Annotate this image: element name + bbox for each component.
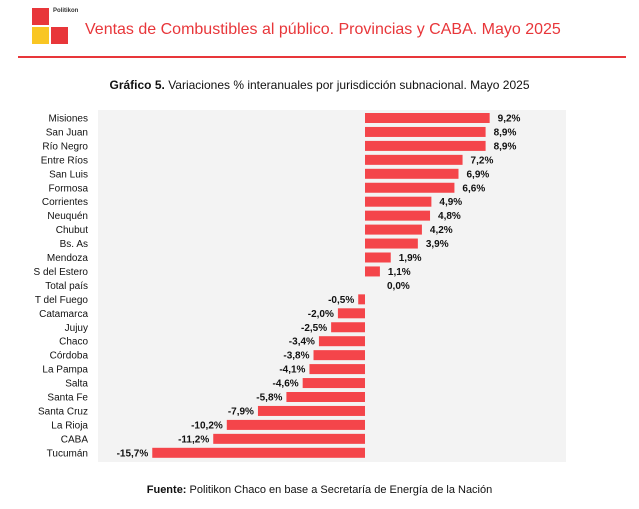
data-label: -5,8%	[256, 393, 282, 404]
data-label: -4,6%	[273, 379, 299, 390]
chart-title-prefix: Gráfico 5.	[109, 78, 165, 92]
category-label: Santa Cruz	[38, 406, 88, 417]
bar	[365, 113, 490, 123]
category-label: Formosa	[49, 183, 89, 194]
category-label: Neuquén	[47, 211, 88, 222]
data-label: 4,2%	[430, 225, 453, 236]
category-label: Chubut	[56, 225, 88, 236]
data-label: 4,9%	[439, 197, 462, 208]
chart-title: Gráfico 5. Variaciones % interanuales po…	[0, 78, 639, 92]
bar	[365, 140, 486, 151]
data-label: 0,0%	[387, 281, 410, 292]
plot-area	[98, 110, 566, 462]
politikon-logo	[32, 8, 72, 48]
logo-red-square-2	[51, 27, 68, 44]
category-label: Santa Fe	[47, 393, 88, 404]
data-label: -10,2%	[191, 420, 223, 431]
data-label: -7,9%	[228, 406, 254, 417]
data-label: 1,1%	[388, 267, 411, 278]
data-label: 1,9%	[399, 253, 422, 264]
bar	[226, 419, 365, 430]
data-label: -2,5%	[301, 323, 327, 334]
category-label: Total país	[45, 281, 88, 292]
bar	[309, 364, 365, 375]
category-label: San Luis	[49, 169, 88, 180]
logo-text: Politikon	[53, 8, 79, 14]
bar	[365, 126, 486, 137]
bar	[358, 294, 365, 305]
data-label: -3,8%	[283, 351, 309, 362]
source-note: Fuente: Politikon Chaco en base a Secret…	[0, 484, 639, 496]
data-label: 6,6%	[462, 183, 485, 194]
data-label: 3,9%	[426, 239, 449, 250]
bar	[286, 392, 365, 402]
category-label: La Pampa	[42, 365, 88, 376]
data-label: -0,5%	[328, 295, 354, 306]
logo-orange-square	[32, 27, 49, 44]
data-label: -2,0%	[308, 309, 334, 320]
category-label: La Rioja	[51, 420, 88, 431]
category-label: Córdoba	[50, 351, 89, 362]
data-label: 4,8%	[438, 211, 461, 222]
category-label: CABA	[61, 434, 89, 445]
bar	[365, 238, 418, 249]
category-label: Catamarca	[39, 309, 88, 320]
data-label: 8,9%	[494, 127, 517, 138]
data-label: 8,9%	[494, 141, 517, 152]
category-label: Tucumán	[47, 448, 88, 459]
category-label: Entre Ríos	[41, 155, 88, 166]
category-label: Chaco	[59, 337, 88, 348]
category-label: S del Estero	[34, 267, 89, 278]
data-label: -15,7%	[117, 448, 149, 459]
bar	[365, 224, 422, 235]
data-label: -4,1%	[279, 365, 305, 376]
bar	[365, 196, 432, 207]
source-prefix: Fuente:	[146, 484, 187, 496]
bar	[365, 168, 459, 179]
category-label: T del Fuego	[35, 295, 89, 306]
category-label: Río Negro	[42, 141, 88, 152]
bar	[365, 210, 431, 221]
chart-title-text: Variaciones % interanuales por jurisdicc…	[168, 78, 530, 92]
category-label: Salta	[65, 379, 88, 390]
page-title: Ventas de Combustibles al público. Provi…	[85, 21, 561, 38]
category-label: San Juan	[46, 127, 88, 138]
bar	[318, 336, 365, 347]
data-label: 7,2%	[471, 155, 494, 166]
category-label: Mendoza	[47, 253, 89, 264]
logo-red-square	[32, 8, 49, 25]
data-label: 6,9%	[466, 169, 489, 180]
bar	[213, 433, 365, 444]
bar	[302, 378, 365, 389]
data-label: -11,2%	[178, 434, 209, 445]
source-text: Politikon Chaco en base a Secretaría de …	[189, 484, 493, 496]
data-label: -3,4%	[289, 337, 315, 348]
bar	[257, 405, 365, 416]
bar	[152, 447, 365, 458]
bar	[365, 182, 455, 193]
category-label: Corrientes	[42, 197, 88, 208]
bar	[337, 308, 365, 319]
data-label: 9,2%	[498, 114, 521, 125]
category-label: Bs. As	[60, 239, 88, 250]
bar	[365, 266, 380, 277]
category-label: Misiones	[49, 114, 88, 125]
bar	[313, 350, 365, 361]
header-divider	[18, 56, 626, 58]
bar	[365, 154, 463, 165]
bar	[331, 322, 365, 333]
category-label: Jujuy	[65, 323, 88, 334]
bar	[365, 252, 391, 263]
